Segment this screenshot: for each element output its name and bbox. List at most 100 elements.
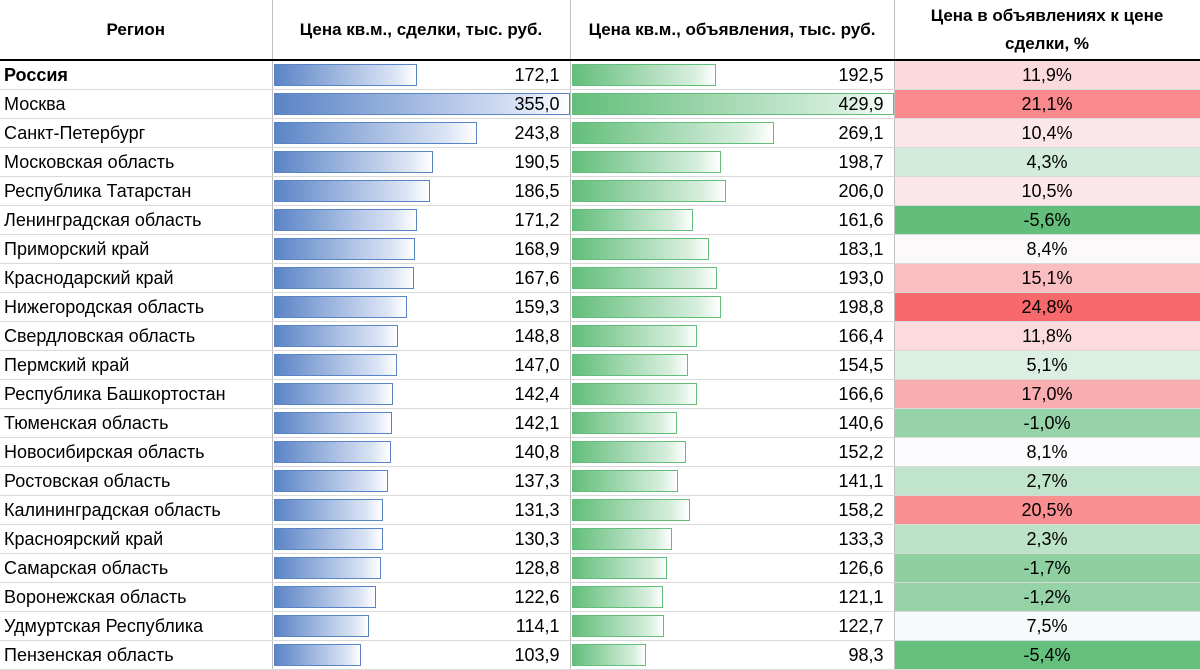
deal-price-cell: 114,1: [272, 611, 571, 641]
deal-price-cell: 168,9: [272, 234, 571, 264]
deal-price-value: 122,6: [514, 587, 560, 607]
ads-price-bar: [571, 615, 664, 637]
ratio-cell: 15,1%: [894, 263, 1200, 293]
ads-price-bar: [571, 354, 688, 376]
ads-price-bar: [571, 267, 717, 289]
region-cell: Москва: [0, 89, 273, 119]
deal-price-cell: 243,8: [272, 118, 571, 148]
region-cell: Ростовская область: [0, 466, 273, 496]
deal-price-value: 355,0: [514, 94, 560, 114]
ratio-cell: 21,1%: [894, 89, 1200, 119]
ads-price-value: 121,1: [838, 587, 884, 607]
ratio-cell: 11,8%: [894, 321, 1200, 351]
deal-price-cell: 186,5: [272, 176, 571, 206]
deal-price-value: 171,2: [514, 210, 560, 230]
deal-price-bar: [273, 325, 398, 347]
ratio-cell: -1,7%: [894, 553, 1200, 583]
deal-price-value: 190,5: [514, 152, 560, 172]
ratio-cell: 5,1%: [894, 350, 1200, 380]
deal-price-cell: 103,9: [272, 640, 571, 670]
ads-price-value: 161,6: [838, 210, 884, 230]
table-body: Россия 172,1 192,5 11,9% Москва 355,0 429,9 21,…: [0, 60, 1200, 670]
deal-price-cell: 130,3: [272, 524, 571, 554]
region-cell: Пермский край: [0, 350, 273, 380]
region-cell: Краснодарский край: [0, 263, 273, 293]
deal-price-value: 142,1: [514, 413, 560, 433]
ads-price-cell: 166,6: [570, 379, 895, 409]
table-row: Самарская область 128,8 126,6 -1,7%: [0, 553, 1200, 583]
region-cell: Россия: [0, 60, 273, 90]
ratio-cell: 11,9%: [894, 60, 1200, 90]
ads-price-cell: 98,3: [570, 640, 895, 670]
ads-price-value: 141,1: [838, 471, 884, 491]
deal-price-value: 159,3: [514, 297, 560, 317]
ratio-cell: 10,5%: [894, 176, 1200, 206]
table-row: Новосибирская область 140,8 152,2 8,1%: [0, 437, 1200, 467]
ads-price-cell: 158,2: [570, 495, 895, 525]
deal-price-bar: [273, 267, 414, 289]
ads-price-cell: 429,9: [570, 89, 895, 119]
deal-price-value: 130,3: [514, 529, 560, 549]
region-cell: Республика Татарстан: [0, 176, 273, 206]
table-row: Москва 355,0 429,9 21,1%: [0, 89, 1200, 119]
ads-price-cell: 140,6: [570, 408, 895, 438]
deal-price-bar: [273, 441, 391, 463]
table-row: Пензенская область 103,9 98,3 -5,4%: [0, 640, 1200, 670]
ads-price-cell: 152,2: [570, 437, 895, 467]
deal-price-value: 142,4: [514, 384, 560, 404]
ads-price-cell: 161,6: [570, 205, 895, 235]
table-row: Республика Татарстан 186,5 206,0 10,5%: [0, 176, 1200, 206]
ads-price-value: 192,5: [838, 65, 884, 85]
ratio-cell: 10,4%: [894, 118, 1200, 148]
deal-price-cell: 137,3: [272, 466, 571, 496]
deal-price-value: 131,3: [514, 500, 560, 520]
deal-price-bar: [273, 383, 393, 405]
ratio-cell: 8,4%: [894, 234, 1200, 264]
ads-price-value: 122,7: [838, 616, 884, 636]
header-ads-price: Цена кв.м., объявления, тыс. руб.: [570, 0, 895, 61]
ads-price-value: 269,1: [838, 123, 884, 143]
table-row: Приморский край 168,9 183,1 8,4%: [0, 234, 1200, 264]
region-cell: Свердловская область: [0, 321, 273, 351]
deal-price-cell: 167,6: [272, 263, 571, 293]
ads-price-value: 206,0: [838, 181, 884, 201]
deal-price-bar: [273, 93, 569, 115]
deal-price-value: 128,8: [514, 558, 560, 578]
ratio-cell: 7,5%: [894, 611, 1200, 641]
ads-price-cell: 269,1: [570, 118, 895, 148]
ads-price-cell: 122,7: [570, 611, 895, 641]
deal-price-value: 147,0: [514, 355, 560, 375]
ads-price-value: 158,2: [838, 500, 884, 520]
ads-price-value: 166,6: [838, 384, 884, 404]
deal-price-cell: 147,0: [272, 350, 571, 380]
ads-price-cell: 198,7: [570, 147, 895, 177]
ratio-cell: 4,3%: [894, 147, 1200, 177]
ads-price-bar: [571, 151, 721, 173]
region-cell: Тюменская область: [0, 408, 273, 438]
ratio-cell: 2,3%: [894, 524, 1200, 554]
ads-price-value: 166,4: [838, 326, 884, 346]
ads-price-bar: [571, 557, 667, 579]
deal-price-cell: 148,8: [272, 321, 571, 351]
deal-price-bar: [273, 557, 381, 579]
header-ratio: Цена в объявлениях к цене сделки, %: [894, 0, 1200, 61]
ads-price-cell: 133,3: [570, 524, 895, 554]
deal-price-cell: 159,3: [272, 292, 571, 322]
ads-price-cell: 154,5: [570, 350, 895, 380]
table-row: Воронежская область 122,6 121,1 -1,2%: [0, 582, 1200, 612]
ads-price-bar: [571, 209, 693, 231]
deal-price-value: 148,8: [514, 326, 560, 346]
ads-price-cell: 141,1: [570, 466, 895, 496]
region-cell: Калининградская область: [0, 495, 273, 525]
deal-price-cell: 171,2: [272, 205, 571, 235]
deal-price-bar: [273, 122, 477, 144]
deal-price-bar: [273, 615, 369, 637]
header-row: Регион Цена кв.м., сделки, тыс. руб. Цен…: [0, 0, 1200, 61]
deal-price-bar: [273, 238, 415, 260]
ads-price-bar: [571, 412, 677, 434]
deal-price-bar: [273, 499, 383, 521]
ratio-cell: 8,1%: [894, 437, 1200, 467]
region-cell: Приморский край: [0, 234, 273, 264]
deal-price-value: 140,8: [514, 442, 560, 462]
